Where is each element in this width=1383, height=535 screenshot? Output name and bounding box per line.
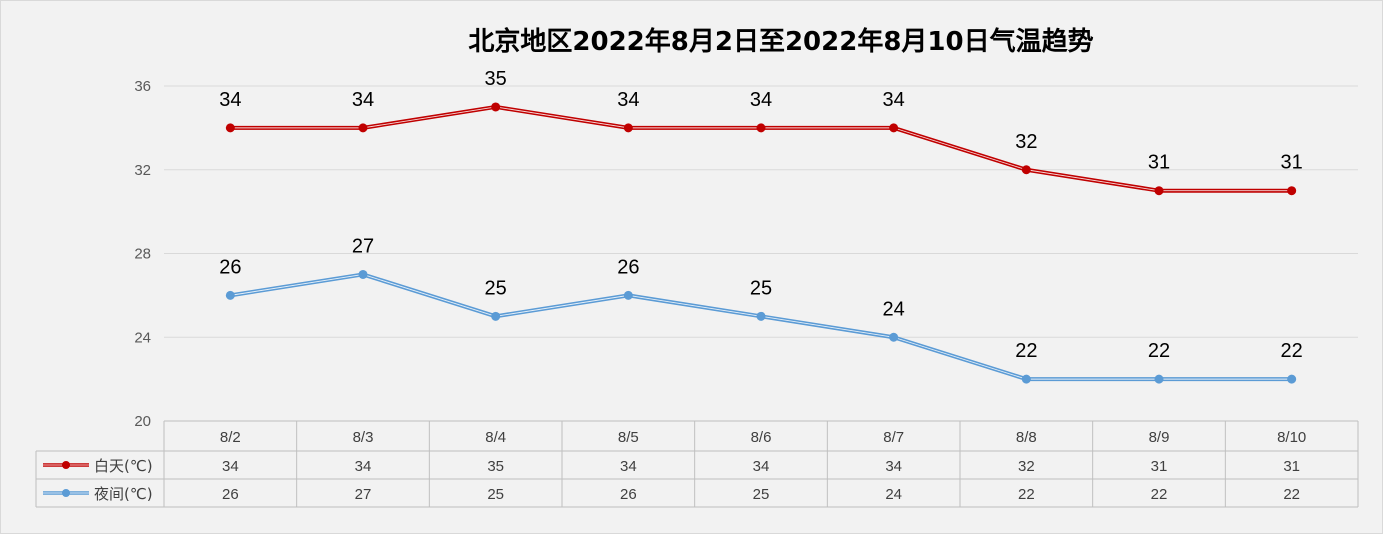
category-label: 8/4 [485, 429, 506, 446]
y-tick-label-20: 20 [134, 413, 151, 430]
table-cell-value: 26 [620, 486, 637, 503]
y-tick-label-36: 36 [134, 78, 151, 95]
data-label: 22 [1148, 340, 1170, 362]
data-point [1021, 374, 1031, 384]
data-label: 22 [1281, 340, 1303, 362]
data-point [491, 102, 501, 112]
table-cell-value: 35 [487, 458, 504, 475]
data-label: 26 [617, 256, 639, 278]
table-cell-value: 32 [1018, 458, 1035, 475]
data-point [756, 123, 766, 133]
data-label: 34 [352, 89, 374, 111]
data-table: 8/2 8/3 8/4 8/5 8/6 8/7 8/8 8/9 8/10 白天(℃) 34 34 35 3… [35, 420, 1359, 508]
legend-key-marker [62, 489, 70, 497]
data-label: 34 [883, 89, 905, 111]
data-point [1154, 374, 1164, 384]
table-cell-value: 34 [222, 458, 239, 475]
data-point [225, 290, 235, 300]
table-cell-value: 31 [1283, 458, 1300, 475]
data-point [1287, 186, 1297, 196]
table-cell-value: 34 [620, 458, 637, 475]
y-tick-label-28: 28 [134, 246, 151, 263]
table-cell-value: 22 [1283, 486, 1300, 503]
data-point [623, 290, 633, 300]
data-point [358, 123, 368, 133]
data-point [358, 269, 368, 279]
table-cell-value: 22 [1151, 486, 1168, 503]
category-label: 8/6 [751, 429, 772, 446]
table-cell-value: 25 [753, 486, 770, 503]
data-label: 31 [1281, 152, 1303, 174]
table-cell-value: 34 [355, 458, 372, 475]
table-cell-value: 27 [355, 486, 372, 503]
series-line-highlight [230, 106, 1292, 192]
data-label: 25 [485, 277, 507, 299]
table-cell-value: 26 [222, 486, 239, 503]
data-label: 26 [219, 256, 241, 278]
table-cell-value: 34 [753, 458, 770, 475]
series-layer [225, 102, 1297, 384]
data-label: 25 [750, 277, 772, 299]
table-cell-value: 22 [1018, 486, 1035, 503]
data-point [889, 332, 899, 342]
data-point [756, 311, 766, 321]
data-point [889, 123, 899, 133]
data-label: 32 [1015, 131, 1037, 153]
category-label: 8/10 [1277, 429, 1306, 446]
category-label: 8/5 [618, 429, 639, 446]
category-label: 8/7 [883, 429, 904, 446]
data-label: 27 [352, 235, 374, 257]
chart-title: 北京地区2022年8月2日至2022年8月10日气温趋势 [468, 26, 1093, 57]
category-label: 8/2 [220, 429, 241, 446]
legend-key-marker [62, 461, 70, 469]
table-cell-value: 31 [1151, 458, 1168, 475]
data-point [1287, 374, 1297, 384]
data-point [1021, 165, 1031, 175]
data-point [491, 311, 501, 321]
table-cell-value: 34 [885, 458, 902, 475]
table-cell-value: 24 [885, 486, 902, 503]
data-label: 24 [883, 298, 905, 320]
y-tick-label-24: 24 [134, 329, 151, 346]
category-label: 8/8 [1016, 429, 1037, 446]
series-line-day [230, 104, 1292, 193]
legend-entry: 夜间(℃) [94, 485, 153, 503]
data-label: 34 [219, 89, 241, 111]
table-cell-value: 25 [487, 486, 504, 503]
data-label: 22 [1015, 340, 1037, 362]
data-label: 34 [617, 89, 639, 111]
data-point [1154, 186, 1164, 196]
y-tick-label-32: 32 [134, 162, 151, 179]
data-point [623, 123, 633, 133]
data-label-layer: 34 34 35 34 34 34 32 31 31 26 27 25 26 25 24 22 22 22 [219, 68, 1303, 362]
data-label: 35 [485, 68, 507, 90]
category-label: 8/3 [353, 429, 374, 446]
grid-layer: 20 24 28 32 36 [134, 78, 1358, 430]
category-label: 8/9 [1149, 429, 1170, 446]
legend-entry: 白天(℃) [94, 457, 153, 475]
data-label: 34 [750, 89, 772, 111]
data-point [225, 123, 235, 133]
data-label: 31 [1148, 152, 1170, 174]
